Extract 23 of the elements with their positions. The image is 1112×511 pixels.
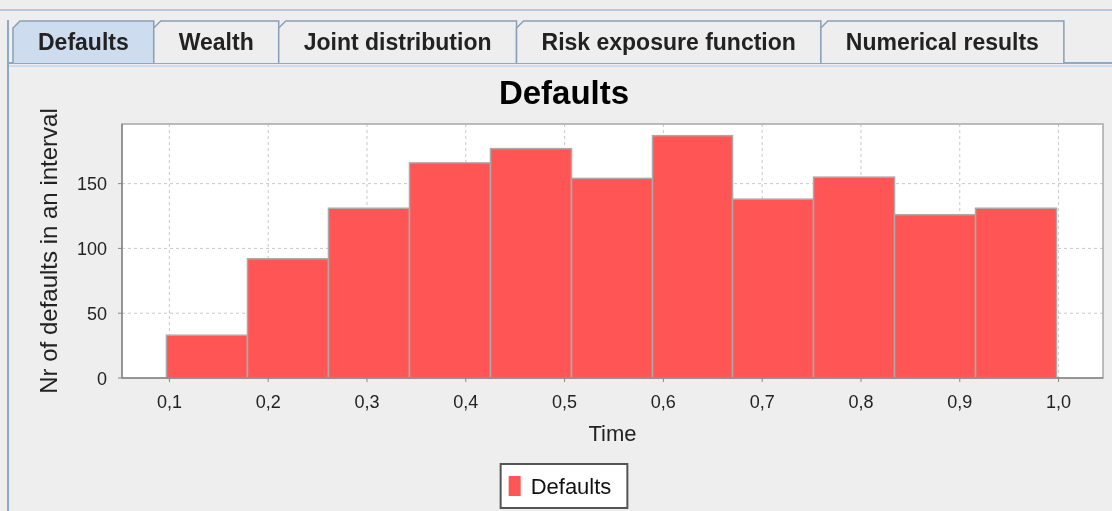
text: Risk exposure function xyxy=(541,29,796,55)
y-tick-label: 150 xyxy=(76,174,107,195)
chart-title: Defaults xyxy=(498,74,630,111)
x-tick-label: 0,8 xyxy=(848,392,874,412)
x-tick-label: 0,2 xyxy=(255,392,281,412)
x-tick-label: 0,3 xyxy=(354,392,380,412)
x-tick-label: 0,4 xyxy=(453,392,479,412)
x-tick-label: 0,6 xyxy=(650,392,676,412)
y-axis-title: Nr of defaults in an interval xyxy=(35,108,62,394)
text: Wealth xyxy=(178,29,254,55)
y-tick-label: 100 xyxy=(76,238,107,259)
x-tick-label: 0,7 xyxy=(749,392,775,412)
x-axis-title: Time xyxy=(588,421,637,446)
x-tick-label: 1,0 xyxy=(1046,392,1072,412)
text: Numerical results xyxy=(845,29,1039,55)
text: Defaults xyxy=(530,474,612,499)
x-tick-label: 0,1 xyxy=(156,392,182,412)
y-tick-label: 50 xyxy=(86,303,107,324)
y-tick-label: 0 xyxy=(96,368,107,389)
text: Joint distribution xyxy=(303,29,492,55)
x-tick-label: 0,5 xyxy=(552,392,578,412)
text: Defaults xyxy=(38,29,129,55)
x-tick-label: 0,9 xyxy=(947,392,973,412)
